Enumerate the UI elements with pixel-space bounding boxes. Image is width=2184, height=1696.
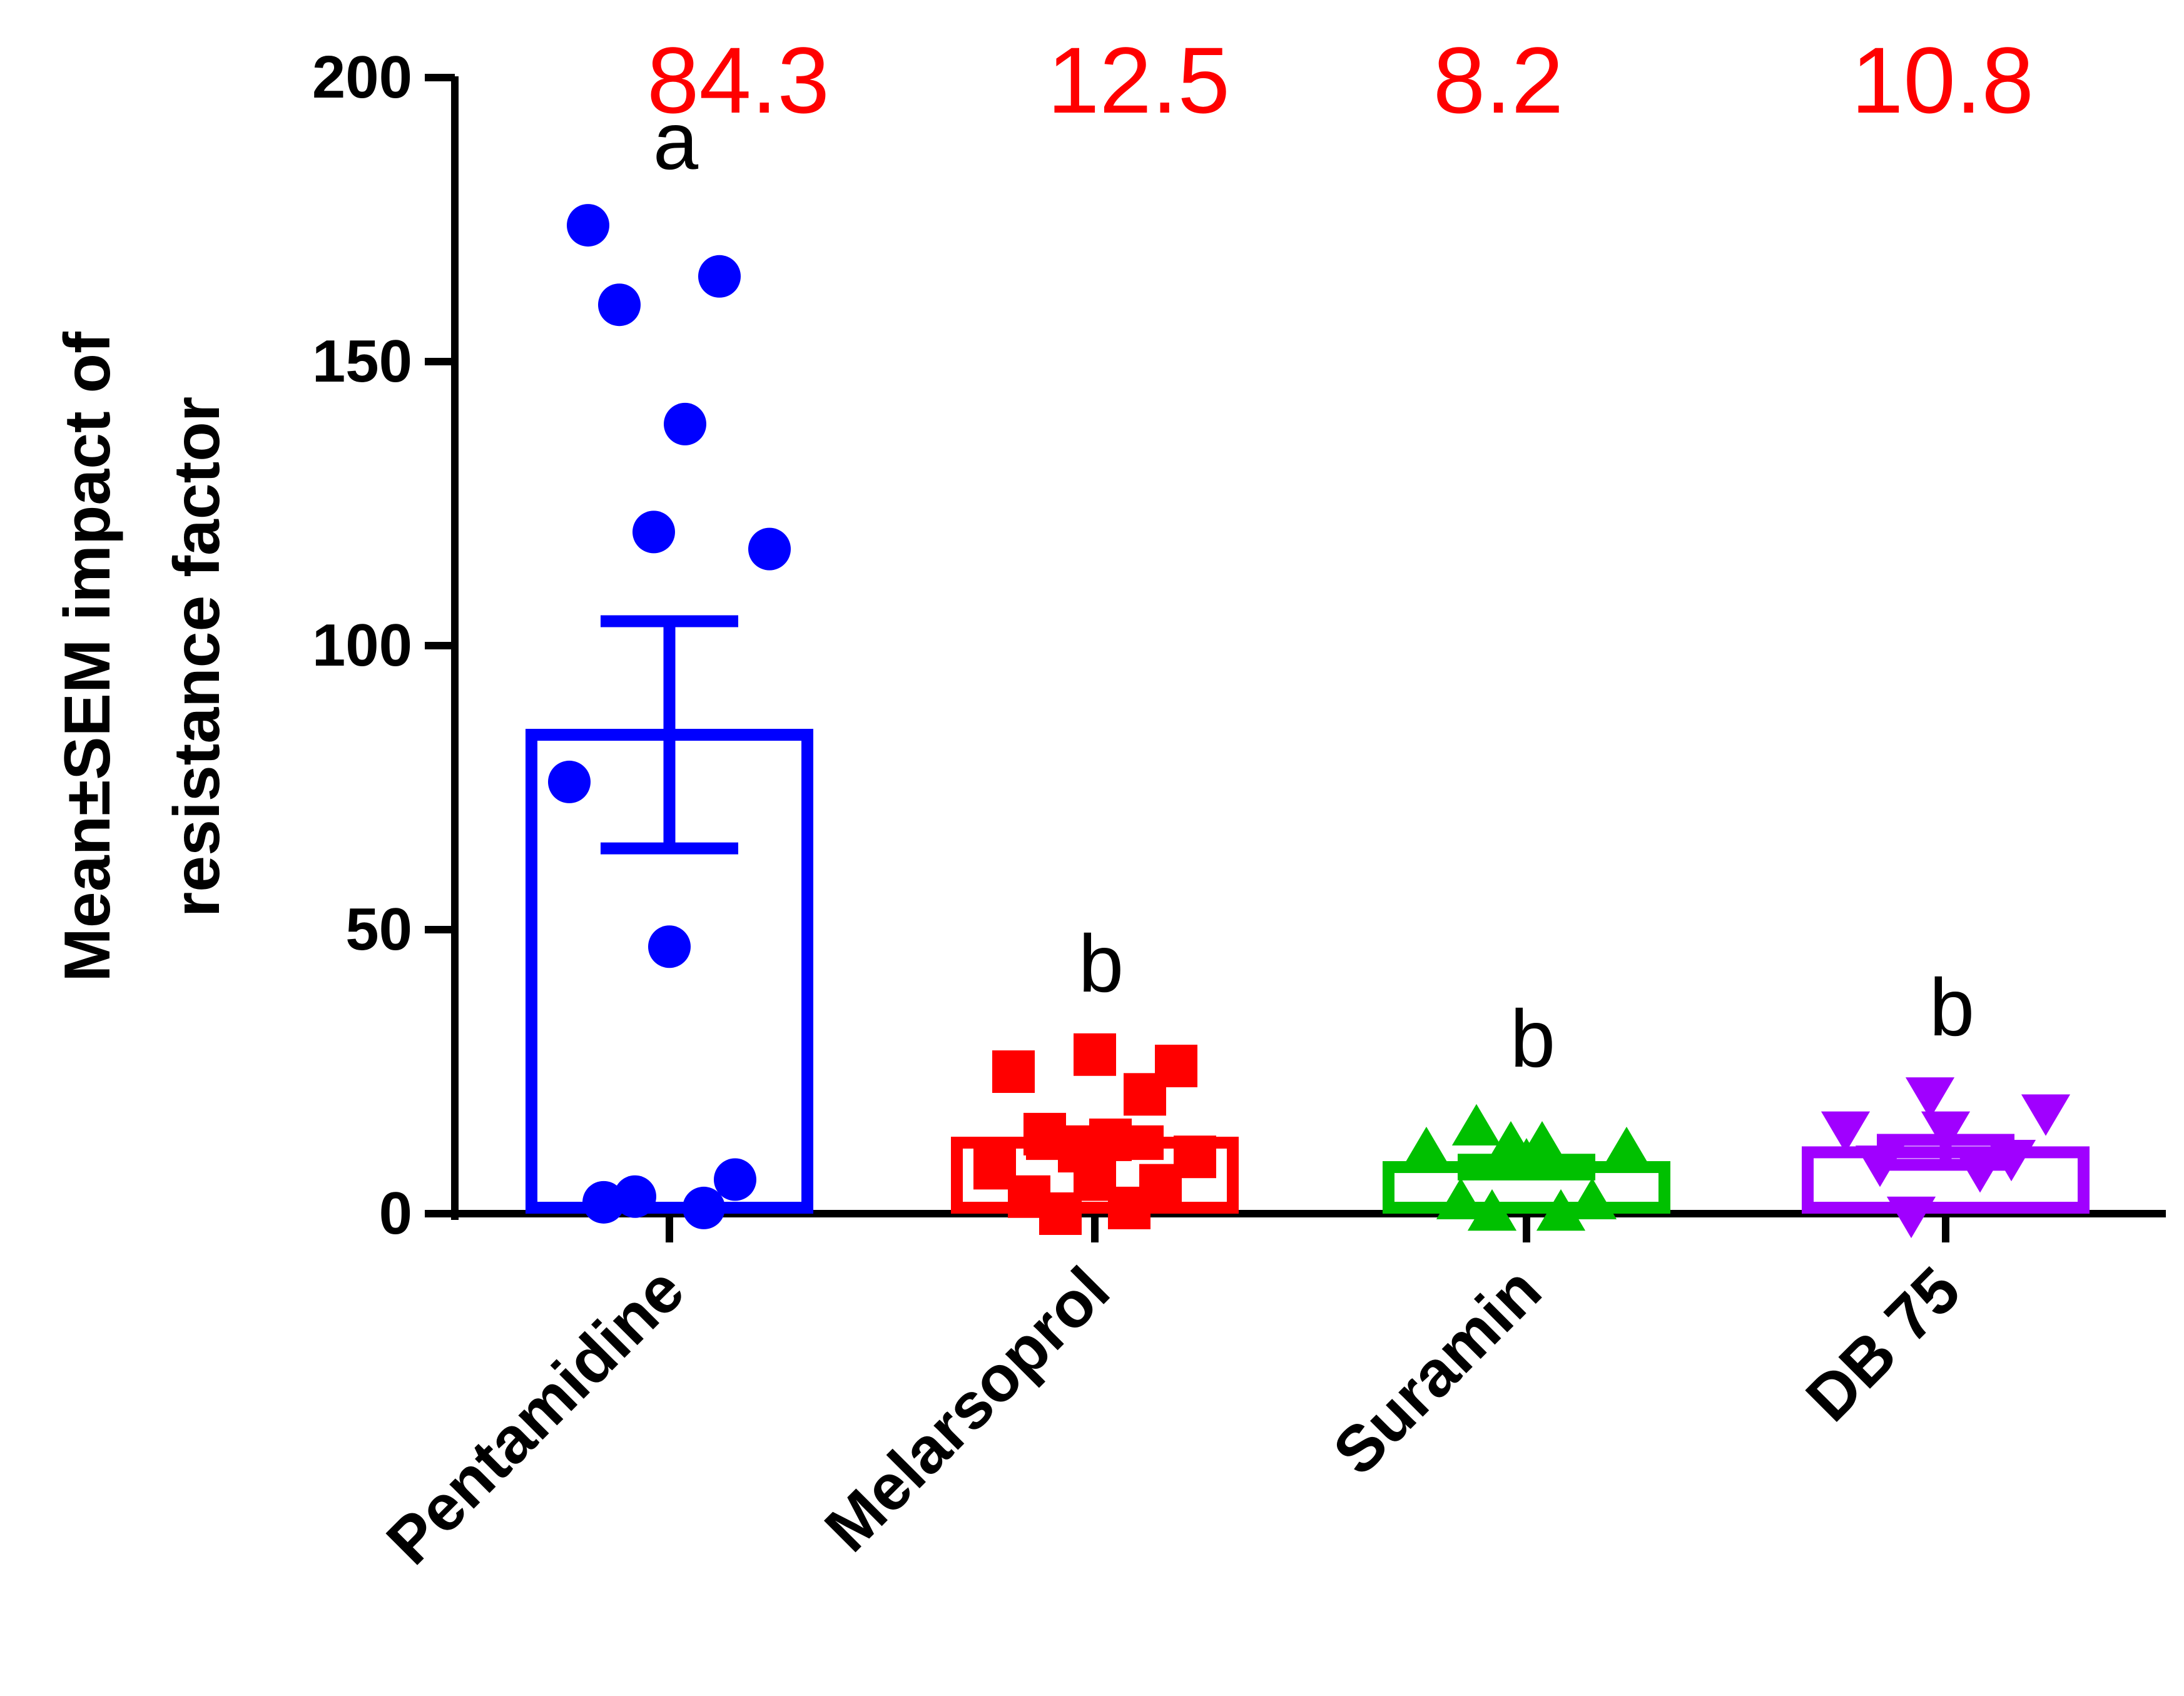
data-point-3-4: [1567, 1177, 1617, 1220]
x-tick-label-group-4: DB 75: [1792, 1254, 1974, 1435]
x-tick-label-4: DB 75: [1792, 1254, 1974, 1435]
data-point-3-2: [1536, 1189, 1586, 1231]
y-tick-label-0: 0: [379, 1180, 412, 1247]
data-point-2-7: [1174, 1135, 1216, 1179]
y-tick-label-150: 150: [312, 328, 412, 395]
mean-label-4: 10.8: [1851, 28, 2034, 133]
x-tick-label-1: Pentamidine: [373, 1254, 698, 1578]
significance-letter-1: a: [653, 95, 699, 186]
significance-letter-2: b: [1079, 918, 1124, 1009]
y-axis-title-text-1: Mean±SEM impact of: [51, 332, 124, 982]
data-point-4-7: [2021, 1094, 2071, 1136]
data-point-4-2: [1955, 1151, 2005, 1193]
data-point-2-13: [1155, 1044, 1197, 1087]
mean-label-3: 8.2: [1433, 28, 1564, 133]
y-axis-title-text-2: resistance factor: [161, 397, 233, 917]
data-point-3-10: [1451, 1104, 1501, 1145]
mean-label-2: 12.5: [1047, 28, 1230, 133]
data-point-2-14: [1074, 1033, 1116, 1076]
y-tick-label-100: 100: [312, 612, 412, 679]
data-point-1-7: [748, 527, 791, 571]
data-point-1-9: [664, 402, 706, 445]
data-point-1-10: [598, 283, 641, 327]
data-point-4-6: [1821, 1111, 1871, 1153]
mean-label-1: 84.3: [647, 28, 830, 133]
data-point-1-4: [714, 1158, 756, 1201]
data-point-3-8: [1486, 1120, 1536, 1163]
data-point-3-9: [1517, 1120, 1567, 1163]
data-point-3-1: [1467, 1189, 1517, 1231]
x-tick-label-group-2: Melarsoprol: [811, 1254, 1124, 1566]
x-tick-label-group-1: Pentamidine: [373, 1254, 698, 1578]
data-point-3-7: [1602, 1127, 1652, 1169]
y-axis-title-line-1: Mean±SEM impact of: [51, 332, 124, 982]
data-point-1-3: [582, 1181, 625, 1224]
y-axis-title-line-2: resistance factor: [161, 397, 233, 917]
data-point-1-5: [648, 925, 691, 968]
y-tick-label-200: 200: [312, 44, 412, 111]
data-point-4-3: [1855, 1145, 1905, 1187]
x-tick-label-2: Melarsoprol: [811, 1254, 1124, 1566]
x-tick-label-3: Suramin: [1319, 1254, 1555, 1489]
x-tick-label-group-3: Suramin: [1319, 1254, 1555, 1489]
data-point-1-6: [548, 760, 591, 803]
significance-letter-4: b: [1929, 962, 1974, 1053]
data-point-2-6: [973, 1147, 1016, 1190]
plot-area: 0 50 100 150 200 a84.3 b 12.5 b 8.2 b 10.8: [312, 28, 2166, 1247]
data-point-1-8: [632, 510, 675, 554]
data-point-1-11: [698, 255, 741, 298]
data-point-3-3: [1436, 1177, 1486, 1220]
y-axis-title-group-1: Mean±SEM impact of: [51, 332, 124, 982]
data-point-1-2: [683, 1186, 725, 1229]
data-point-2-9: [1089, 1118, 1132, 1161]
y-axis-title-group-2: resistance factor: [161, 397, 233, 917]
data-point-4-8: [1905, 1077, 1955, 1119]
significance-letter-3: b: [1510, 993, 1555, 1084]
data-point-2-12: [992, 1050, 1035, 1093]
data-point-4-1: [1886, 1196, 1936, 1239]
data-point-1-12: [567, 204, 609, 247]
data-point-4-4: [1986, 1140, 2036, 1182]
y-tick-label-50: 50: [345, 896, 412, 963]
data-point-3-6: [1401, 1127, 1451, 1169]
data-point-4-5: [1921, 1111, 1971, 1153]
data-point-2-10: [1023, 1112, 1066, 1155]
